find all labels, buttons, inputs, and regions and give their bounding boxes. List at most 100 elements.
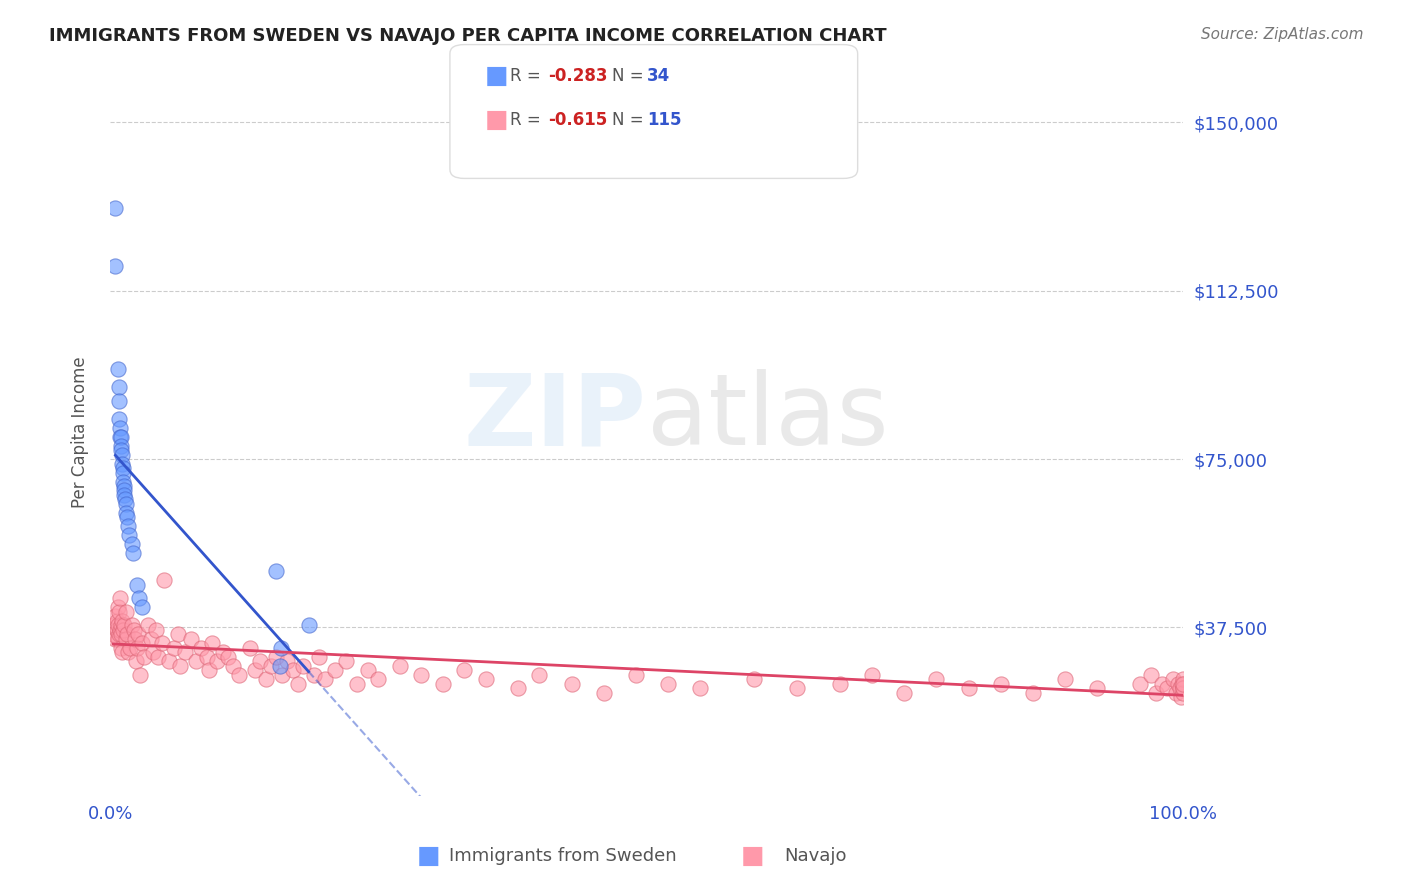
Point	[129, 667, 152, 681]
Point	[1173, 676, 1195, 690]
Point	[1150, 676, 1173, 690]
Point	[115, 506, 138, 520]
Point	[112, 483, 135, 498]
Point	[117, 519, 139, 533]
Point	[201, 636, 224, 650]
Point	[118, 528, 141, 542]
Point	[152, 574, 174, 588]
Point	[367, 672, 389, 686]
Point	[121, 537, 143, 551]
Point	[529, 667, 551, 681]
Point	[111, 623, 134, 637]
Point	[270, 667, 292, 681]
Text: Navajo: Navajo	[785, 847, 846, 865]
Point	[1022, 685, 1045, 699]
Point	[104, 201, 127, 215]
Point	[117, 627, 139, 641]
Point	[893, 685, 915, 699]
Point	[174, 645, 197, 659]
Point	[657, 676, 679, 690]
Point	[104, 259, 127, 273]
Point	[335, 654, 357, 668]
Point	[125, 578, 148, 592]
Point	[104, 632, 127, 646]
Point	[112, 618, 135, 632]
Point	[1087, 681, 1109, 695]
Point	[1167, 676, 1189, 690]
Text: atlas: atlas	[647, 369, 889, 467]
Point	[308, 649, 330, 664]
Point	[134, 649, 156, 664]
Point	[1054, 672, 1077, 686]
Point	[742, 672, 765, 686]
Point	[122, 623, 145, 637]
Point	[112, 479, 135, 493]
Point	[169, 658, 191, 673]
Point	[266, 564, 288, 578]
Point	[111, 475, 134, 489]
Point	[110, 443, 132, 458]
Point	[108, 429, 131, 443]
Point	[211, 645, 233, 659]
Point	[111, 448, 134, 462]
Point	[453, 663, 475, 677]
Point	[828, 676, 851, 690]
Point	[432, 676, 454, 690]
Point	[281, 663, 304, 677]
Y-axis label: Per Capita Income: Per Capita Income	[72, 356, 89, 508]
Point	[287, 676, 309, 690]
Point	[474, 672, 496, 686]
Text: 34: 34	[647, 67, 671, 85]
Point	[302, 667, 325, 681]
Point	[1129, 676, 1152, 690]
Point	[107, 380, 129, 394]
Text: IMMIGRANTS FROM SWEDEN VS NAVAJO PER CAPITA INCOME CORRELATION CHART: IMMIGRANTS FROM SWEDEN VS NAVAJO PER CAP…	[49, 27, 887, 45]
Point	[163, 640, 186, 655]
Point	[148, 649, 170, 664]
Point	[180, 632, 202, 646]
Point	[184, 654, 207, 668]
Point	[346, 676, 368, 690]
Point	[111, 645, 134, 659]
Text: ■: ■	[418, 845, 440, 868]
Text: N =: N =	[612, 112, 648, 129]
Point	[107, 411, 129, 425]
Point	[1173, 685, 1195, 699]
Point	[105, 623, 128, 637]
Point	[269, 658, 291, 673]
Point	[157, 654, 180, 668]
Point	[561, 676, 583, 690]
Text: -0.615: -0.615	[548, 112, 607, 129]
Point	[388, 658, 411, 673]
Point	[108, 591, 131, 606]
Point	[198, 663, 221, 677]
Point	[110, 640, 132, 655]
Point	[292, 658, 315, 673]
Point	[107, 600, 129, 615]
Point	[166, 627, 188, 641]
Point	[121, 546, 143, 560]
Text: ■: ■	[485, 64, 509, 87]
Point	[249, 654, 271, 668]
Point	[104, 609, 127, 624]
Point	[1156, 681, 1178, 695]
Point	[115, 632, 138, 646]
Point	[107, 362, 129, 376]
Text: R =: R =	[510, 112, 547, 129]
Point	[266, 649, 288, 664]
Point	[115, 605, 138, 619]
Point	[1168, 681, 1191, 695]
Point	[1171, 676, 1194, 690]
Point	[195, 649, 218, 664]
Point	[128, 591, 150, 606]
Point	[356, 663, 378, 677]
Point	[506, 681, 529, 695]
Point	[114, 492, 136, 507]
Point	[325, 663, 347, 677]
Point	[786, 681, 808, 695]
Point	[270, 640, 292, 655]
Point	[1146, 685, 1168, 699]
Point	[145, 623, 167, 637]
Point	[125, 654, 148, 668]
Point	[624, 667, 647, 681]
